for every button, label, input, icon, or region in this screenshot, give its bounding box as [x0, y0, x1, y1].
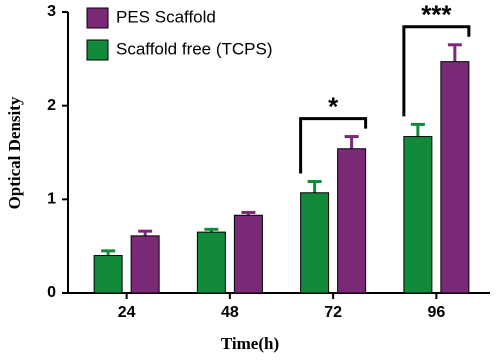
legend-swatch — [86, 39, 109, 61]
y-tick-label: 0 — [47, 284, 56, 301]
x-tick-label: 96 — [427, 304, 445, 321]
bar — [196, 231, 226, 294]
significance-bracket — [402, 25, 471, 117]
bar — [130, 235, 160, 294]
x-tick-label: 48 — [221, 304, 239, 321]
bar — [93, 255, 123, 294]
x-axis-title: Time(h) — [221, 334, 279, 353]
legend-label: Scaffold free (TCPS) — [116, 39, 273, 58]
significance-label: * — [328, 91, 339, 121]
y-tick-label: 3 — [47, 3, 56, 20]
legend-swatch — [86, 7, 109, 29]
y-tick-label: 1 — [47, 191, 56, 208]
y-tick-label: 2 — [47, 97, 56, 114]
bar — [337, 148, 367, 294]
significance-label: *** — [421, 0, 452, 30]
bar — [440, 61, 470, 294]
legend-label: PES Scaffold — [116, 7, 216, 26]
x-tick-label: 72 — [324, 304, 342, 321]
bar — [403, 136, 433, 294]
bar — [233, 214, 263, 294]
x-tick-label: 24 — [118, 304, 136, 321]
significance-bracket — [299, 117, 368, 174]
y-axis-title: Optical Density — [5, 96, 24, 209]
bar — [300, 192, 330, 294]
